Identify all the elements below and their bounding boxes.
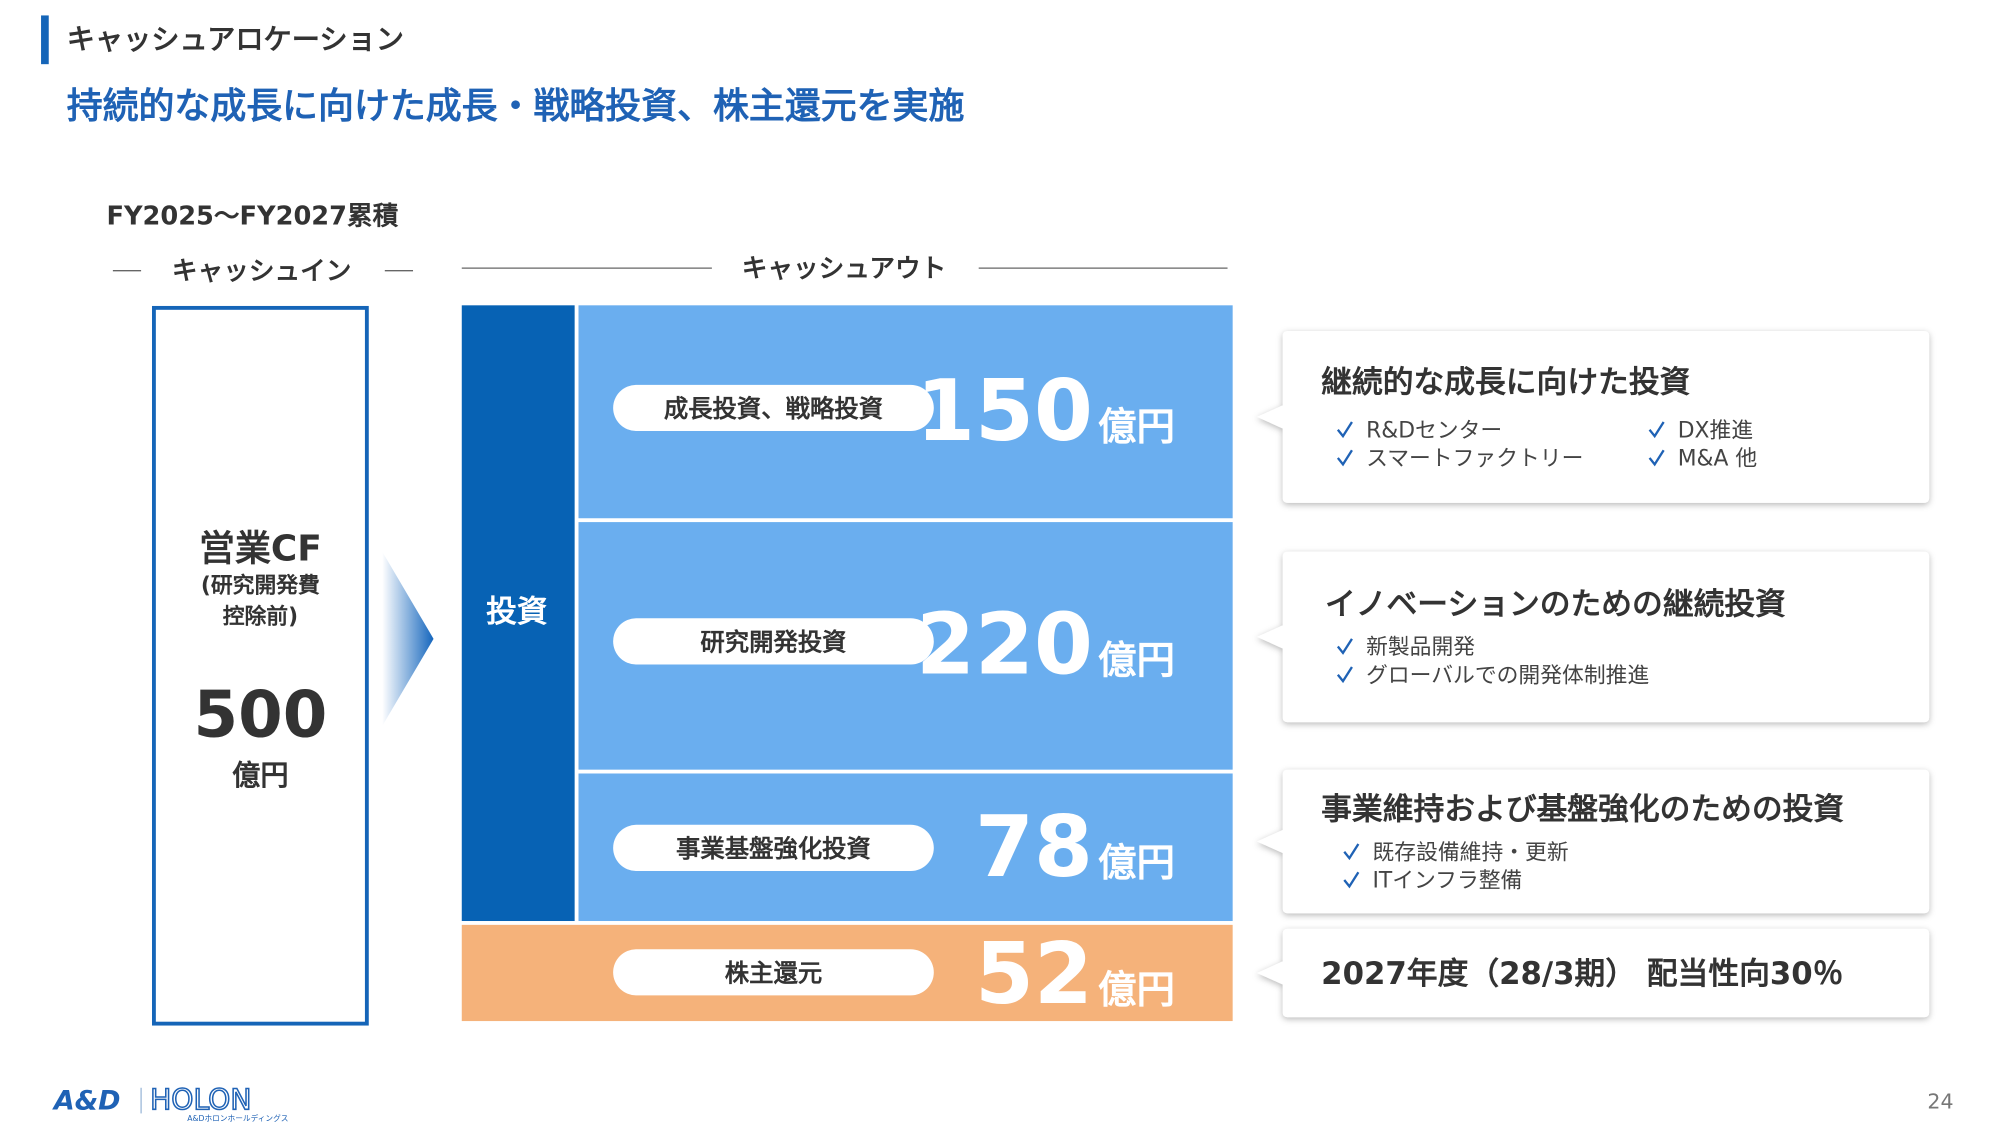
cash-in-note: (研究開発費 [201, 573, 320, 599]
check-icon [1336, 421, 1353, 439]
check-icon [1336, 638, 1353, 655]
logo-sub: A&Dホロンホールディングス [187, 1113, 288, 1123]
callout-box [1257, 928, 1930, 1018]
callout [1257, 551, 1930, 723]
item-pill [613, 824, 934, 871]
cash-in-unit: 億円 [232, 759, 288, 792]
item-pill [613, 384, 934, 432]
callout-title: 継続的な成長に向けた投資 [1321, 365, 1690, 401]
period: FY2025～FY2027累積 [106, 202, 398, 232]
item-unit: 億円 [1098, 638, 1175, 683]
check-icon [1648, 449, 1665, 467]
cash-out-heading: キャッシュアウト [742, 254, 947, 284]
item-pill [613, 618, 934, 665]
callout-bullet: ITインフラ整備 [1372, 869, 1522, 894]
page-number: 24 [1927, 1089, 1953, 1113]
item-unit: 億円 [1098, 405, 1175, 450]
item-pill [613, 949, 934, 996]
cash-out-items: 成長投資、戦略投資 150 億円継続的な成長に向けた投資R&Dセンタースマートファク… [461, 305, 1930, 1023]
check-icon [1336, 666, 1353, 684]
flow-arrow [382, 551, 434, 727]
section-bar [41, 15, 49, 65]
item-value: 78 [975, 797, 1093, 896]
item-value: 52 [975, 924, 1093, 1023]
invest-label: 投資 [486, 594, 548, 630]
check-icon [1648, 421, 1665, 439]
callout-bullet: R&Dセンター [1366, 418, 1502, 443]
callout-box [1257, 551, 1930, 723]
callout-bullet: DX推進 [1678, 418, 1754, 443]
slide-title: 持続的な成長に向けた成長・戦略投資、株主還元を実施 [67, 86, 965, 127]
callout-title: 事業維持および基盤強化のための投資 [1321, 792, 1844, 828]
section-title: キャッシュアロケーション [67, 23, 404, 56]
item-label: 事業基盤強化投資 [676, 834, 871, 863]
item-label: 成長投資、戦略投資 [664, 394, 883, 423]
cash-in-value: 500 [193, 677, 327, 752]
callout-title: イノベーションのための継続投資 [1325, 586, 1786, 622]
check-icon [1343, 843, 1360, 861]
item-label: 研究開発投資 [700, 627, 846, 656]
callout [1257, 330, 1930, 503]
item-label: 株主還元 [725, 958, 822, 987]
logo-and: A&D [52, 1086, 121, 1117]
callout-bullet: 新製品開発 [1366, 635, 1475, 660]
invest-column [461, 305, 575, 922]
check-icon [1343, 871, 1360, 889]
cash-in-label: 営業CF [199, 529, 322, 570]
callout-bullet: グローバルでの開発体制推進 [1366, 663, 1649, 688]
callout-box [1257, 769, 1930, 914]
callout-bullet: 既存設備維持・更新 [1372, 840, 1568, 865]
item-value: 150 [916, 361, 1093, 460]
cash-in-note: 控除前) [223, 603, 298, 629]
cash-in-box [151, 305, 369, 1026]
callout [1257, 769, 1930, 914]
item-unit: 億円 [1098, 968, 1175, 1013]
check-icon [1336, 449, 1353, 467]
callout [1257, 928, 1930, 1018]
callout-bullet: スマートファクトリー [1366, 447, 1583, 472]
item-unit: 億円 [1098, 841, 1175, 886]
item-value: 220 [916, 594, 1093, 693]
callout-bullet: M&A 他 [1678, 447, 1757, 472]
cash-in-heading: キャッシュイン [172, 257, 352, 287]
callout-box [1257, 330, 1930, 503]
logo-holon: HOLON [150, 1084, 251, 1117]
callout-title: 2027年度（28/3期） 配当性向30％ [1321, 956, 1843, 992]
